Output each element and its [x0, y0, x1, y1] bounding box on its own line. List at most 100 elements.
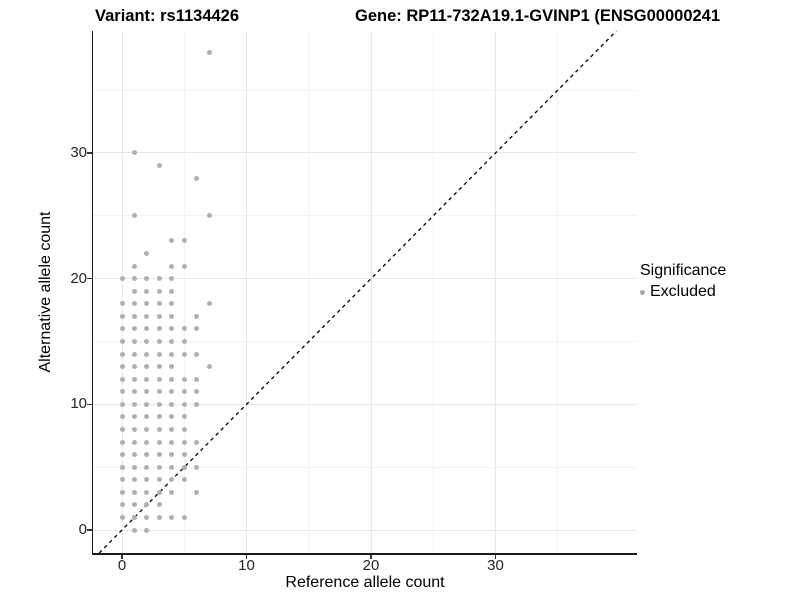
data-point [194, 351, 200, 357]
data-point [119, 401, 125, 407]
data-point [131, 452, 137, 458]
data-point [131, 514, 137, 520]
data-point [131, 489, 137, 495]
data-point [156, 514, 162, 520]
data-point [119, 426, 125, 432]
y-axis-line [91, 31, 93, 555]
data-point [156, 426, 162, 432]
data-point [144, 439, 150, 445]
data-point [119, 514, 125, 520]
data-point [119, 313, 125, 319]
data-point [156, 376, 162, 382]
data-point [181, 338, 187, 344]
data-point [156, 477, 162, 483]
data-point [156, 163, 162, 169]
data-point [169, 426, 175, 432]
data-point [144, 464, 150, 470]
data-point [131, 301, 137, 307]
x-gridline-major [246, 31, 247, 553]
data-point [181, 401, 187, 407]
data-point [169, 364, 175, 370]
data-point [131, 477, 137, 483]
y-gridline-minor [93, 466, 637, 468]
x-gridline-minor [308, 31, 310, 553]
y-tick-label: 10 [70, 395, 87, 413]
data-point [194, 439, 200, 445]
data-point [169, 276, 175, 282]
data-point [169, 414, 175, 420]
data-point [181, 238, 187, 244]
legend-item-label: Excluded [650, 283, 716, 300]
y-axis-title: Alternative allele count [37, 211, 54, 373]
data-point [206, 213, 212, 219]
y-gridline-major [93, 152, 637, 154]
data-point [144, 414, 150, 420]
data-point [169, 263, 175, 269]
data-point [206, 49, 212, 55]
data-point [156, 338, 162, 344]
data-point [119, 477, 125, 483]
data-point [169, 288, 175, 294]
data-point [169, 351, 175, 357]
data-point [144, 338, 150, 344]
data-point [119, 364, 125, 370]
data-point [169, 452, 175, 458]
data-point [169, 389, 175, 395]
data-point [131, 464, 137, 470]
data-point [144, 389, 150, 395]
x-tick-label: 10 [238, 557, 255, 574]
y-tick [87, 529, 92, 531]
data-point [194, 175, 200, 181]
data-point [144, 401, 150, 407]
data-point [131, 389, 137, 395]
data-point [131, 326, 137, 332]
y-tick-label: 0 [78, 521, 87, 538]
data-point [169, 464, 175, 470]
data-point [131, 527, 137, 533]
legend-item: Excluded [640, 283, 726, 301]
data-point [119, 276, 125, 282]
y-gridline-minor [93, 215, 637, 217]
x-tick-label: 30 [487, 557, 504, 574]
data-point [144, 276, 150, 282]
x-gridline-minor [432, 31, 434, 553]
y-tick-label: 20 [70, 269, 87, 287]
y-gridline-minor [93, 89, 637, 91]
y-gridline-major [93, 278, 637, 280]
data-point [119, 376, 125, 382]
data-point [144, 301, 150, 307]
data-point [156, 401, 162, 407]
data-point [131, 414, 137, 420]
data-point [181, 439, 187, 445]
x-tick [121, 554, 123, 559]
data-point [181, 414, 187, 420]
data-point [181, 477, 187, 483]
x-tick-label: 20 [362, 557, 380, 574]
data-point [156, 464, 162, 470]
data-point [156, 326, 162, 332]
data-point [181, 452, 187, 458]
data-point [169, 238, 175, 244]
data-point [169, 514, 175, 520]
data-point [144, 426, 150, 432]
data-point [169, 301, 175, 307]
data-point [131, 263, 137, 269]
data-point [156, 364, 162, 370]
y-tick [87, 277, 92, 280]
data-point [144, 313, 150, 319]
data-point [131, 313, 137, 319]
data-point [131, 213, 137, 219]
data-point [156, 313, 162, 319]
data-point [119, 351, 125, 357]
y-tick [87, 403, 92, 406]
data-point [156, 452, 162, 458]
data-point [144, 452, 150, 458]
x-gridline-major [495, 31, 496, 553]
x-gridline-minor [183, 31, 185, 553]
x-gridline-major [370, 31, 372, 553]
y-tick-label: 30 [70, 143, 87, 161]
plot-title-gene: Gene: RP11-732A19.1-GVINP1 (ENSG00000241 [355, 7, 721, 25]
data-point [169, 489, 175, 495]
data-point [156, 439, 162, 445]
